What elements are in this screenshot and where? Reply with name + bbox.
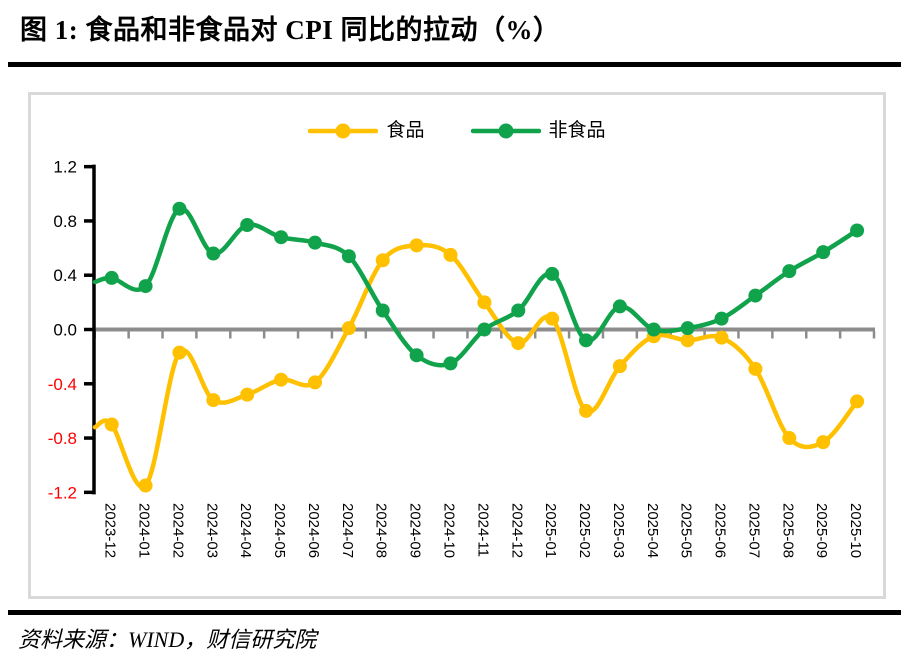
svg-text:-0.8: -0.8 xyxy=(48,429,77,448)
svg-text:2025-04: 2025-04 xyxy=(644,503,661,558)
svg-text:2025-07: 2025-07 xyxy=(745,503,762,558)
svg-text:0.4: 0.4 xyxy=(53,266,77,285)
svg-text:2023-12: 2023-12 xyxy=(102,503,119,558)
legend-item-nonfood: 非食品 xyxy=(470,120,606,141)
figure-title: 图 1: 食品和非食品对 CPI 同比的拉动（%） xyxy=(20,15,561,45)
svg-text:2025-01: 2025-01 xyxy=(542,503,559,558)
svg-text:2024-03: 2024-03 xyxy=(203,503,220,558)
chart-container: 食品 非食品 1.2 0.8 0.4 0.0 -0.4 -0.8 -1.2 2023-12 20… xyxy=(28,92,886,599)
nonfood-line-swatch-icon xyxy=(470,123,541,138)
svg-text:0.0: 0.0 xyxy=(53,321,77,340)
svg-text:2025-06: 2025-06 xyxy=(712,503,729,558)
chart-legend: 食品 非食品 xyxy=(31,121,883,140)
svg-text:2024-06: 2024-06 xyxy=(305,503,322,558)
svg-text:2025-10: 2025-10 xyxy=(847,503,864,558)
svg-text:2025-03: 2025-03 xyxy=(610,503,627,558)
footer-divider xyxy=(8,610,901,615)
svg-text:2025-09: 2025-09 xyxy=(813,503,830,558)
svg-text:2024-01: 2024-01 xyxy=(136,503,153,558)
svg-text:2024-10: 2024-10 xyxy=(441,503,458,558)
legend-label-nonfood: 非食品 xyxy=(548,120,606,141)
food-line-swatch-icon xyxy=(308,123,379,138)
svg-text:-1.2: -1.2 xyxy=(48,483,77,502)
svg-text:1.2: 1.2 xyxy=(53,158,77,177)
svg-text:2024-09: 2024-09 xyxy=(407,503,424,558)
svg-text:2024-11: 2024-11 xyxy=(474,503,491,557)
title-divider xyxy=(8,62,901,67)
svg-text:2024-04: 2024-04 xyxy=(237,503,254,558)
svg-text:2024-02: 2024-02 xyxy=(169,503,186,558)
legend-item-food: 食品 xyxy=(308,120,425,141)
svg-text:2025-02: 2025-02 xyxy=(576,503,593,558)
line-chart-plot: 1.2 0.8 0.4 0.0 -0.4 -0.8 -1.2 2023-12 2024-01 20… xyxy=(48,158,876,558)
legend-label-food: 食品 xyxy=(386,120,425,141)
svg-text:2025-08: 2025-08 xyxy=(779,503,796,558)
svg-text:2025-05: 2025-05 xyxy=(678,503,695,558)
source-note: 资料来源：WIND，财信研究院 xyxy=(18,627,317,652)
svg-text:2024-12: 2024-12 xyxy=(508,503,525,558)
svg-text:2024-07: 2024-07 xyxy=(339,503,356,558)
svg-text:2024-05: 2024-05 xyxy=(271,503,288,558)
svg-text:-0.4: -0.4 xyxy=(48,375,77,394)
svg-text:2024-08: 2024-08 xyxy=(373,503,390,558)
svg-text:0.8: 0.8 xyxy=(53,212,77,231)
